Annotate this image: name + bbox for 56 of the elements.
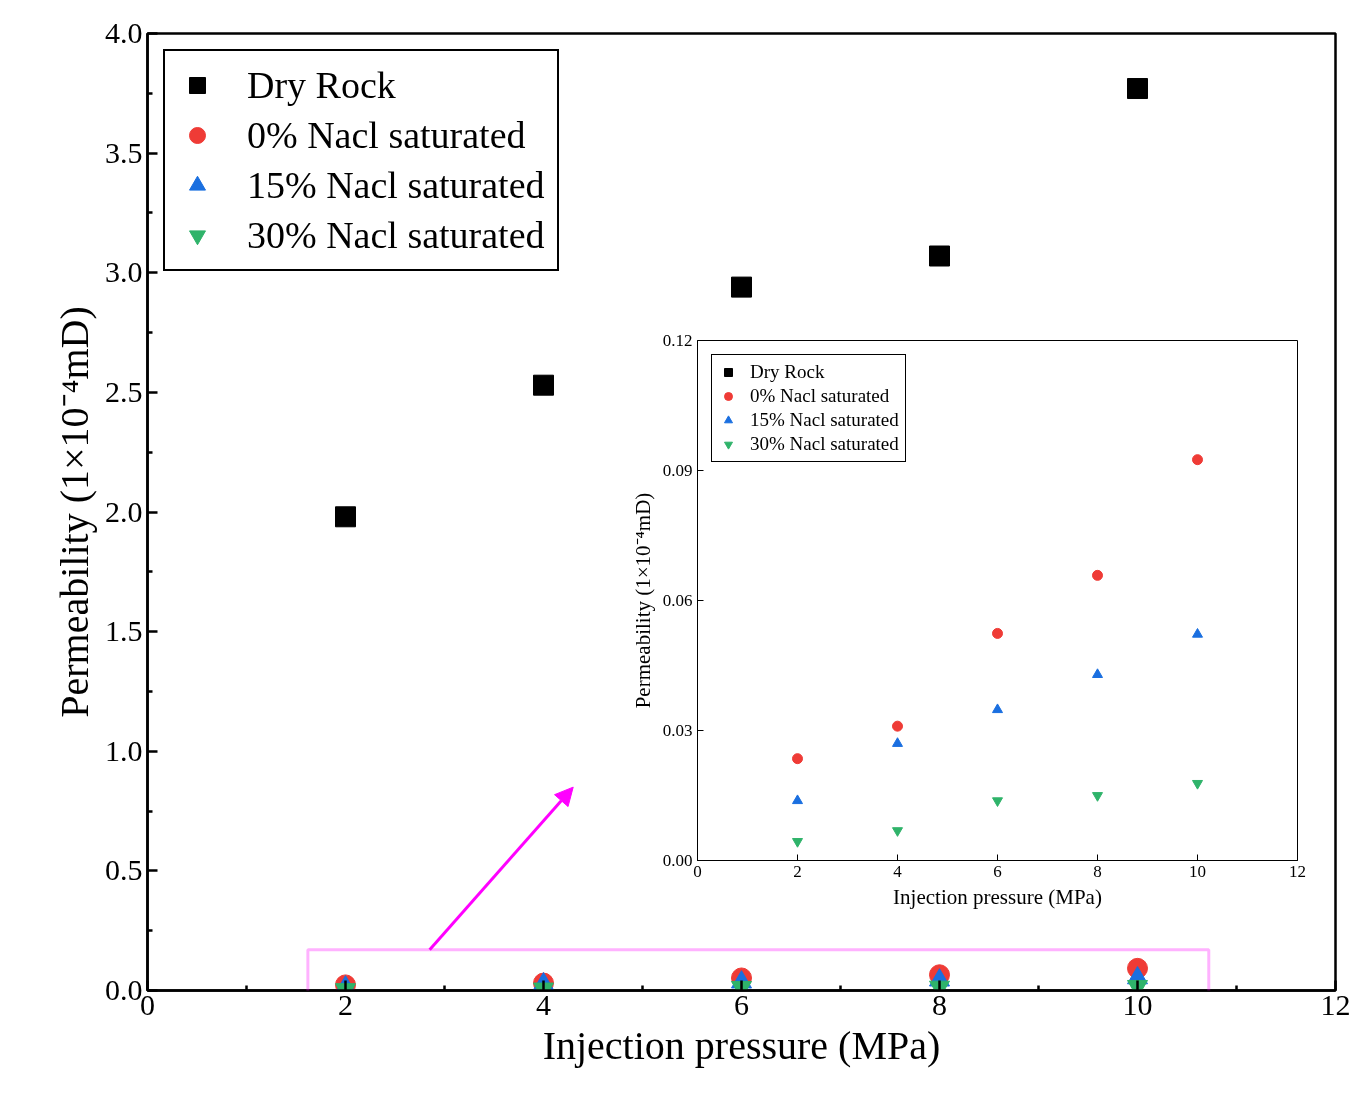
point bbox=[792, 838, 803, 848]
y-tick-label: 4.0 bbox=[105, 16, 143, 49]
x-tick-label: 10 bbox=[1189, 861, 1206, 881]
point bbox=[792, 753, 803, 765]
legend-label: 0% Nacl saturated bbox=[247, 113, 526, 157]
point bbox=[892, 737, 903, 747]
x-tick-label: 12 bbox=[1320, 987, 1351, 1021]
y-axis-title: Permeability (1×10⁻⁴mD) bbox=[52, 306, 97, 718]
y-tick-label: 1.0 bbox=[105, 733, 143, 767]
point bbox=[533, 374, 554, 396]
y-tick-label: 2.0 bbox=[105, 494, 143, 528]
x-tick-label: 2 bbox=[338, 987, 353, 1021]
legend-label: 0% Nacl saturated bbox=[750, 385, 890, 407]
point bbox=[1092, 668, 1103, 678]
point bbox=[929, 245, 950, 267]
y-tick-label: 1.5 bbox=[105, 614, 143, 648]
point bbox=[1092, 792, 1103, 802]
point bbox=[892, 720, 903, 732]
legend-label: 15% Nacl saturated bbox=[750, 409, 899, 431]
x-tick-label: 6 bbox=[734, 987, 749, 1021]
y-tick-label: 0.5 bbox=[105, 853, 143, 887]
point bbox=[892, 827, 903, 837]
x-tick-label: 0 bbox=[693, 861, 702, 881]
point bbox=[992, 703, 1003, 714]
x-tick-label: 2 bbox=[793, 861, 802, 881]
x-tick-label: 4 bbox=[536, 987, 551, 1021]
legend-label: 30% Nacl saturated bbox=[247, 213, 545, 257]
x-axis-title: Injection pressure (MPa) bbox=[893, 884, 1102, 909]
legend-label: Dry Rock bbox=[750, 361, 825, 383]
y-tick-label: 0.03 bbox=[662, 721, 693, 740]
y-tick-label: 2.5 bbox=[105, 374, 143, 408]
y-axis-title: Permeability (1×10⁻⁴mD) bbox=[630, 492, 655, 709]
legend-label: 30% Nacl saturated bbox=[750, 433, 899, 455]
point bbox=[1092, 569, 1103, 581]
x-tick-label: 4 bbox=[893, 861, 903, 881]
point bbox=[1192, 779, 1203, 790]
y-tick-label: 3.0 bbox=[105, 255, 143, 289]
point bbox=[992, 627, 1003, 639]
point bbox=[992, 797, 1003, 807]
x-tick-label: 10 bbox=[1122, 987, 1153, 1021]
x-tick-label: 12 bbox=[1289, 861, 1306, 881]
x-tick-label: 8 bbox=[932, 987, 947, 1021]
legend-label: 15% Nacl saturated bbox=[247, 163, 545, 207]
y-tick-label: 3.5 bbox=[105, 135, 143, 169]
y-tick-label: 0.12 bbox=[662, 331, 693, 350]
x-tick-label: 6 bbox=[993, 861, 1002, 881]
y-tick-label: 0.09 bbox=[662, 461, 693, 480]
y-tick-label: 0.00 bbox=[662, 851, 693, 870]
x-tick-label: 8 bbox=[1093, 861, 1102, 881]
x-axis-title: Injection pressure (MPa) bbox=[542, 1022, 941, 1068]
point bbox=[1192, 628, 1203, 638]
point bbox=[1127, 78, 1148, 100]
y-tick-label: 0.06 bbox=[662, 591, 693, 610]
legend-label: Dry Rock bbox=[247, 63, 396, 107]
point bbox=[731, 276, 752, 298]
point bbox=[335, 506, 356, 528]
